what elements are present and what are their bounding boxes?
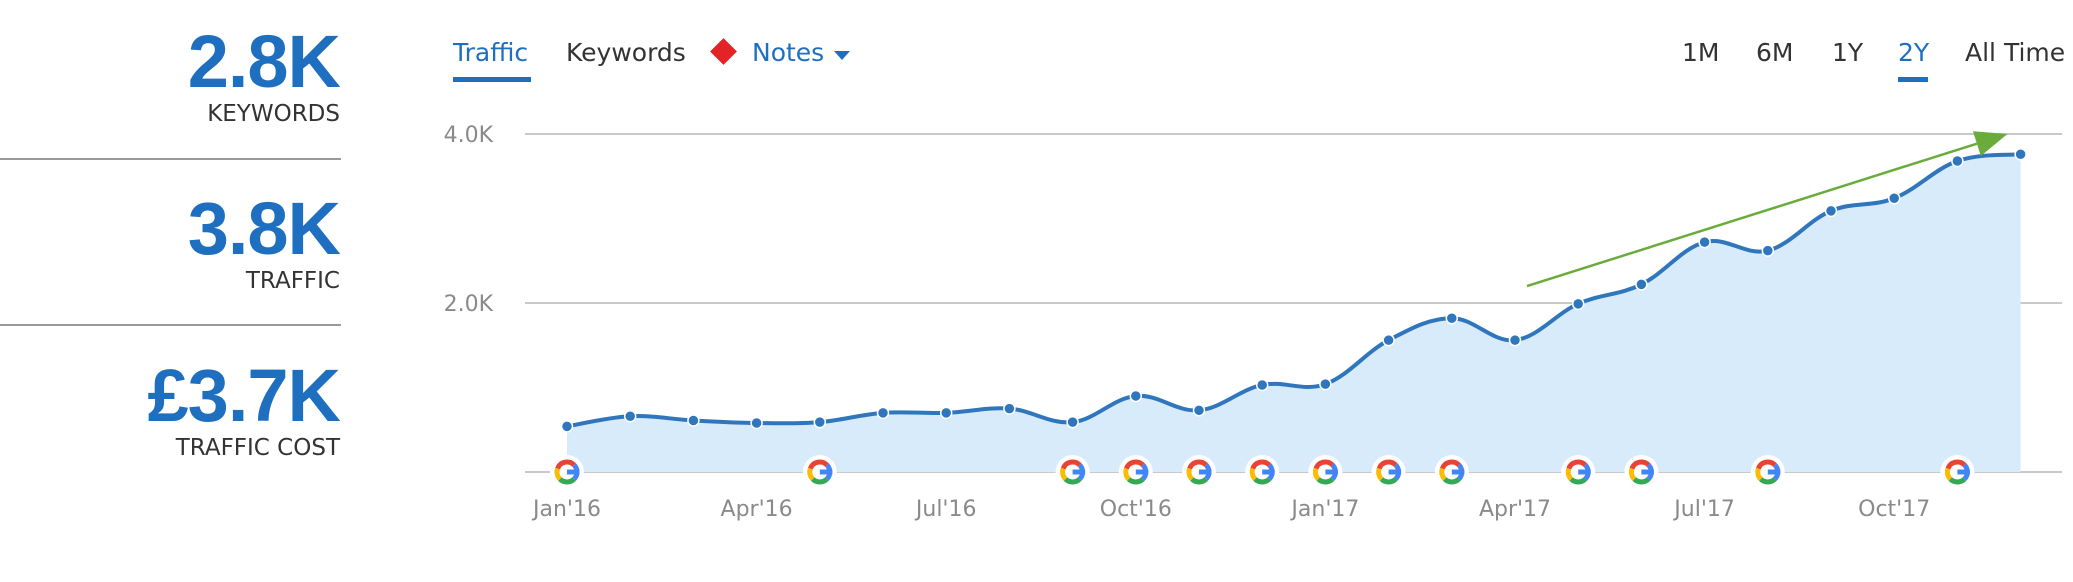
y-tick-label: 2.0K bbox=[444, 292, 494, 317]
google-icon[interactable] bbox=[1371, 455, 1406, 489]
x-tick-label: Apr'16 bbox=[721, 497, 793, 522]
data-point bbox=[1698, 235, 1711, 249]
traffic-label: TRAFFIC bbox=[245, 268, 340, 294]
data-point bbox=[1887, 191, 1901, 205]
range-2y-underline bbox=[1898, 77, 1928, 82]
google-icon[interactable] bbox=[1561, 455, 1596, 489]
keywords-label: KEYWORDS bbox=[207, 101, 340, 127]
data-point bbox=[1003, 402, 1016, 415]
google-icon[interactable] bbox=[1750, 455, 1785, 489]
traffic-metric[interactable]: 3.8K TRAFFIC bbox=[0, 187, 341, 295]
traffic-cost-label: TRAFFIC COST bbox=[175, 435, 340, 461]
google-icon[interactable] bbox=[1055, 455, 1090, 489]
google-icon[interactable] bbox=[1434, 455, 1469, 489]
google-icon[interactable] bbox=[1624, 455, 1659, 489]
data-point bbox=[876, 406, 890, 420]
trend-arrow-line bbox=[1526, 142, 1978, 288]
x-tick-label: Oct'16 bbox=[1100, 497, 1172, 522]
x-tick-label: Jul'16 bbox=[914, 497, 977, 522]
data-point bbox=[1129, 389, 1143, 403]
traffic-area bbox=[567, 154, 2021, 472]
google-icon[interactable] bbox=[1308, 455, 1343, 489]
data-point bbox=[813, 415, 827, 429]
data-point bbox=[1319, 377, 1332, 391]
traffic-cost-value: £3.7K bbox=[147, 354, 341, 437]
metric-divider bbox=[0, 324, 341, 326]
data-point bbox=[1382, 333, 1395, 347]
metric-divider bbox=[0, 158, 341, 160]
range-2y[interactable]: 2Y bbox=[1898, 38, 1930, 67]
data-point bbox=[1066, 415, 1079, 429]
tab-traffic-underline bbox=[453, 77, 531, 82]
tab-traffic[interactable]: Traffic bbox=[453, 38, 529, 67]
data-point bbox=[1635, 278, 1648, 291]
range-6m[interactable]: 6M bbox=[1756, 38, 1794, 67]
google-icon[interactable] bbox=[1940, 455, 1975, 489]
x-tick-label: Apr'17 bbox=[1479, 497, 1551, 522]
data-point bbox=[1571, 297, 1585, 311]
traffic-value: 3.8K bbox=[187, 187, 341, 270]
google-icon[interactable] bbox=[550, 455, 584, 489]
data-point bbox=[687, 414, 700, 427]
data-point bbox=[1445, 311, 1459, 325]
data-point bbox=[939, 406, 953, 420]
data-point bbox=[623, 409, 637, 423]
range-1m[interactable]: 1M bbox=[1682, 38, 1720, 67]
traffic-cost-metric[interactable]: £3.7K TRAFFIC COST bbox=[0, 354, 341, 462]
data-point bbox=[1761, 244, 1775, 257]
google-icon[interactable] bbox=[1245, 455, 1280, 489]
google-icon[interactable] bbox=[1182, 455, 1216, 489]
x-tick-label: Oct'17 bbox=[1858, 497, 1930, 522]
data-point bbox=[1192, 404, 1206, 417]
google-icon[interactable] bbox=[1118, 455, 1153, 489]
data-point bbox=[1508, 333, 1522, 347]
range-1y[interactable]: 1Y bbox=[1832, 38, 1864, 67]
tab-keywords[interactable]: Keywords bbox=[566, 38, 686, 67]
range-all-time[interactable]: All Time bbox=[1965, 38, 2066, 67]
x-tick-label: Jan'17 bbox=[1289, 497, 1359, 522]
data-point bbox=[560, 420, 574, 433]
data-point bbox=[2014, 148, 2027, 161]
data-point bbox=[1951, 154, 1964, 168]
chevron-down-icon[interactable] bbox=[834, 51, 850, 60]
x-tick-label: Jul'17 bbox=[1672, 497, 1735, 522]
data-point bbox=[1824, 204, 1838, 218]
trend-arrow-head bbox=[1972, 131, 2008, 157]
data-point bbox=[750, 416, 763, 430]
keywords-value: 2.8K bbox=[187, 20, 341, 103]
x-tick-label: Jan'16 bbox=[531, 497, 601, 522]
data-point bbox=[1255, 378, 1269, 392]
y-tick-label: 4.0K bbox=[444, 123, 494, 148]
keywords-metric[interactable]: 2.8K KEYWORDS bbox=[0, 20, 341, 128]
google-icon[interactable] bbox=[802, 455, 837, 489]
notes-dropdown[interactable]: Notes bbox=[752, 38, 825, 67]
